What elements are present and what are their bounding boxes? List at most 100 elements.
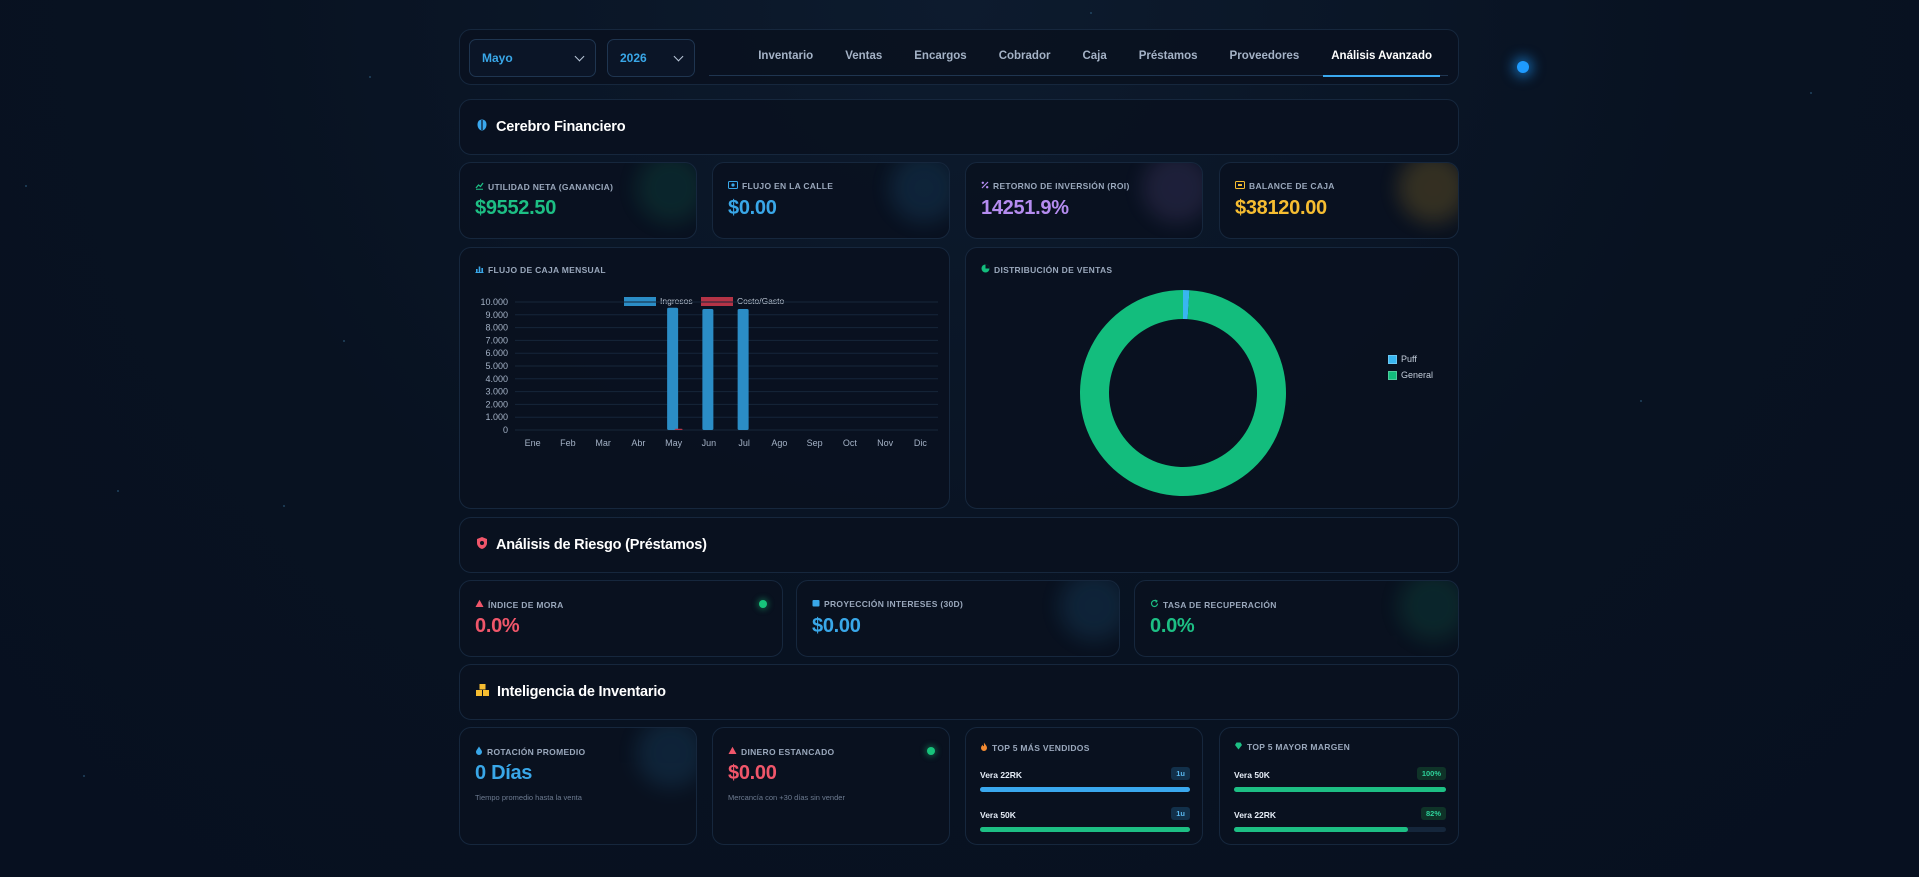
- y-tick-label: 8.000: [485, 323, 508, 333]
- chevron-down-icon: [574, 51, 585, 61]
- kpi-rotacion-sub: Tiempo promedio hasta la venta: [475, 793, 582, 802]
- y-tick-label: 4.000: [485, 374, 508, 384]
- background-star: [83, 775, 85, 777]
- bar-chart-icon: [475, 264, 484, 275]
- legend-label-general: General: [1401, 370, 1434, 380]
- item-badge: 82%: [1420, 807, 1446, 820]
- year-select[interactable]: 2026: [607, 39, 695, 77]
- cashbox-icon: [1235, 181, 1245, 191]
- item-badge: 100%: [1416, 767, 1446, 780]
- top-vendidos-title: TOP 5 MÁS VENDIDOS: [992, 742, 1090, 753]
- y-tick-label: 10.000: [480, 297, 508, 307]
- legend-swatch-ingresos: [624, 296, 656, 306]
- kpi-utilidad-label: UTILIDAD NETA (GANANCIA): [488, 181, 614, 192]
- legend-swatch-costo: [701, 296, 733, 306]
- kpi-proyeccion-intereses: PROYECCIÓN INTERESES (30D) $0.00: [796, 580, 1120, 657]
- tab-analisis-avanzado[interactable]: Análisis Avanzado: [1315, 40, 1448, 77]
- kpi-proyeccion-value: $0.00: [812, 615, 861, 637]
- status-dot: [927, 747, 935, 755]
- kpi-roi-label: RETORNO DE INVERSIÓN (ROI): [993, 181, 1130, 191]
- chart-distribucion-ventas: DISTRIBUCIÓN DE VENTAS Puff General: [965, 247, 1459, 509]
- chart-flujo-title: FLUJO DE CAJA MENSUAL: [488, 264, 606, 275]
- progress-track: [980, 787, 1190, 792]
- item-name: Vera 22RK: [1234, 810, 1277, 820]
- kpi-dinero-estancado: DINERO ESTANCADO $0.00 Mercancía con +30…: [712, 727, 950, 845]
- tab-prestamos[interactable]: Préstamos: [1138, 49, 1198, 62]
- brain-icon: [475, 118, 489, 136]
- section-header-riesgo: Análisis de Riesgo (Préstamos): [459, 517, 1459, 573]
- legend-puff[interactable]: Puff: [1388, 354, 1417, 364]
- pie-chart-icon: [981, 264, 990, 275]
- bar-ingresos-jun[interactable]: [702, 309, 714, 430]
- kpi-rotacion-value: 0 Días: [475, 762, 533, 784]
- kpi-rotacion-label: ROTACIÓN PROMEDIO: [487, 746, 586, 757]
- slice-general[interactable]: [1080, 290, 1286, 496]
- tab-caja[interactable]: Caja: [1082, 49, 1107, 62]
- legend-ingresos[interactable]: Ingresos: [624, 296, 693, 306]
- progress-fill: [1234, 827, 1408, 832]
- progress-fill: [980, 787, 1190, 792]
- background-star: [283, 505, 285, 507]
- y-tick-label: 7.000: [485, 335, 508, 345]
- bar-costo-gasto-may[interactable]: [674, 428, 683, 430]
- tab-cobrador[interactable]: Cobrador: [998, 49, 1051, 62]
- background-star: [1810, 92, 1812, 94]
- bar-chart-canvas: 0 1.000 2.000 3.000 4.000 5.000 6.000 7.000 8.00…: [480, 297, 938, 448]
- floating-glow-dot: [1517, 61, 1529, 73]
- legend-general[interactable]: General: [1388, 370, 1433, 380]
- kpi-flujo-label: FLUJO EN LA CALLE: [742, 181, 834, 191]
- kpi-estancado-label: DINERO ESTANCADO: [741, 746, 835, 757]
- kpi-recuperacion-label: TASA DE RECUPERACIÓN: [1163, 599, 1277, 610]
- bar-ingresos-jul[interactable]: [737, 309, 749, 430]
- kpi-proyeccion-label: PROYECCIÓN INTERESES (30D): [824, 599, 964, 609]
- chevron-down-icon: [673, 51, 684, 61]
- bar-ingresos-may[interactable]: [667, 307, 679, 430]
- x-tick-label: Sep: [807, 438, 823, 448]
- item-badge: 1u: [1171, 767, 1190, 780]
- kpi-mora-label: ÍNDICE DE MORA: [488, 599, 564, 610]
- x-tick-label: Oct: [843, 438, 858, 448]
- month-select[interactable]: Mayo: [469, 39, 596, 77]
- background-star: [369, 76, 371, 78]
- legend-swatch-puff: [1388, 354, 1397, 364]
- kpi-flujo-value: $0.00: [728, 197, 777, 219]
- background-star: [1640, 400, 1642, 402]
- kpi-balance-caja: BALANCE DE CAJA $38120.00: [1219, 162, 1459, 239]
- tab-inventario[interactable]: Inventario: [758, 49, 814, 62]
- y-tick-label: 3.000: [485, 387, 508, 397]
- kpi-balance-label: BALANCE DE CAJA: [1249, 181, 1335, 191]
- legend-label-puff: Puff: [1401, 354, 1417, 364]
- month-select-value: Mayo: [482, 51, 513, 65]
- section-title-inventario: Inteligencia de Inventario: [497, 684, 666, 700]
- item-name: Vera 50K: [980, 810, 1016, 820]
- legend-costo-gasto[interactable]: Costo/Gasto: [701, 296, 784, 306]
- x-tick-label: Ago: [771, 438, 787, 448]
- kpi-utilidad-neta: UTILIDAD NETA (GANANCIA) $9552.50: [459, 162, 697, 239]
- warning-icon: [728, 746, 737, 757]
- item-name: Vera 50K: [1234, 770, 1270, 780]
- tab-ventas[interactable]: Ventas: [845, 49, 883, 62]
- section-title-riesgo: Análisis de Riesgo (Préstamos): [496, 537, 707, 553]
- calendar-icon: [812, 599, 820, 609]
- x-tick-label: Dic: [914, 438, 927, 448]
- y-tick-label: 2.000: [485, 399, 508, 409]
- section-header-inventario: Inteligencia de Inventario: [459, 664, 1459, 720]
- trend-icon: [475, 181, 484, 192]
- background-star: [1090, 12, 1092, 14]
- legend-label-costo: Costo/Gasto: [737, 296, 785, 306]
- y-tick-label: 1.000: [485, 412, 508, 422]
- gem-icon: [1234, 742, 1243, 752]
- slice-puff[interactable]: [1183, 290, 1190, 320]
- x-tick-label: Jul: [738, 438, 750, 448]
- background-star: [343, 340, 345, 342]
- top-vendidos-card: TOP 5 MÁS VENDIDOS Vera 22RK 1u Vera 50K…: [965, 727, 1203, 845]
- tab-encargos[interactable]: Encargos: [914, 49, 967, 62]
- kpi-mora-value: 0.0%: [475, 615, 520, 637]
- item-name: Vera 22RK: [980, 770, 1023, 780]
- tab-proveedores[interactable]: Proveedores: [1229, 49, 1300, 62]
- status-dot: [759, 600, 767, 608]
- x-tick-label: Nov: [877, 438, 894, 448]
- y-tick-label: 6.000: [485, 348, 508, 358]
- money-icon: [728, 181, 738, 191]
- x-tick-label: Ene: [525, 438, 541, 448]
